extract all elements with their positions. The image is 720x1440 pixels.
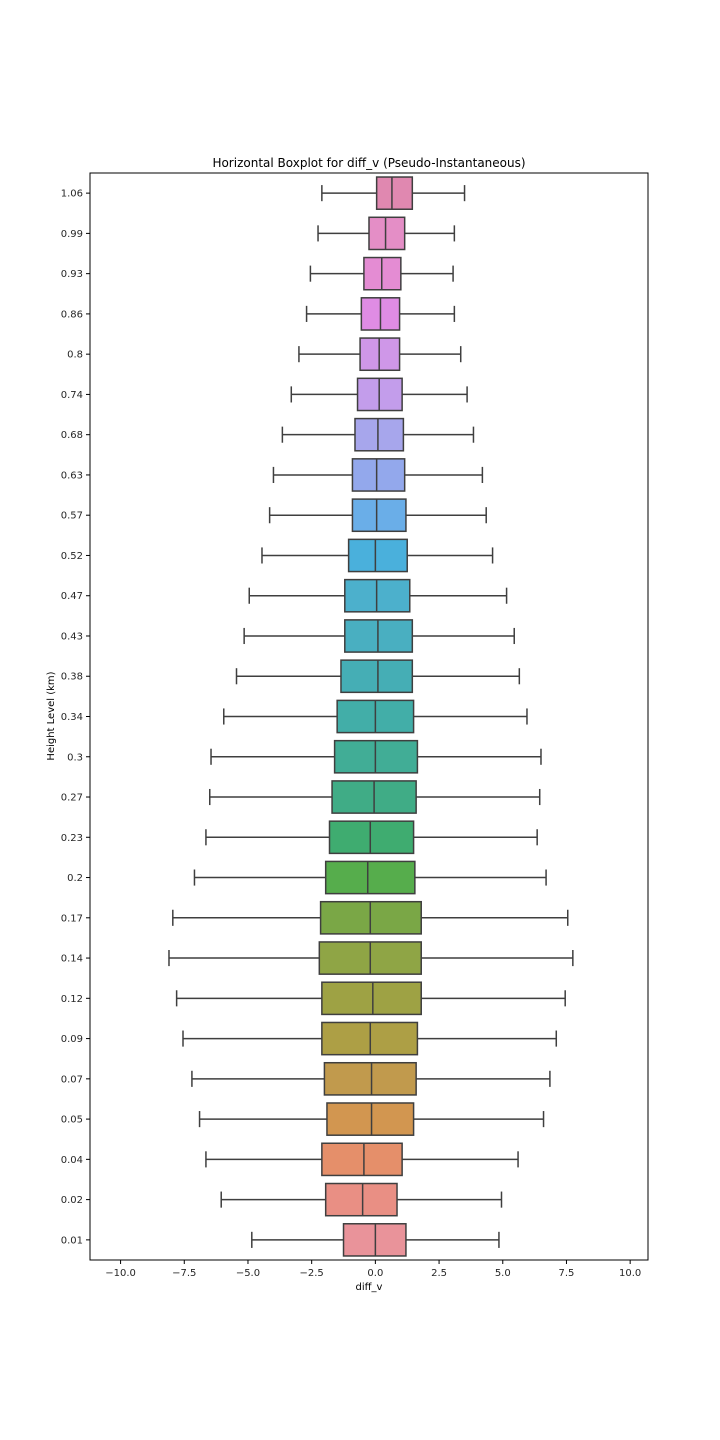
box bbox=[324, 860, 416, 895]
box-group bbox=[248, 578, 508, 613]
x-tick-label: 0.0 bbox=[367, 1268, 383, 1279]
box-group bbox=[191, 1061, 551, 1096]
x-ticks: −10.0 −7.5 −5.0 −2.5 0.0 2.5 5.0 7.5 10.0 bbox=[105, 1260, 641, 1279]
box-group bbox=[298, 337, 462, 372]
y-axis-label: Height Level (km) bbox=[46, 671, 57, 760]
box-group bbox=[281, 417, 475, 452]
y-tick-label: 0.8 bbox=[67, 350, 83, 361]
box bbox=[323, 1061, 417, 1096]
chart-title: Horizontal Boxplot for diff_v (Pseudo-In… bbox=[212, 156, 525, 170]
box-group bbox=[268, 498, 487, 533]
y-tick-label: 0.34 bbox=[61, 712, 83, 723]
box-group bbox=[261, 538, 494, 573]
y-tick-label: 0.38 bbox=[61, 672, 83, 683]
box-group bbox=[172, 900, 569, 935]
y-tick-label: 0.17 bbox=[61, 913, 83, 924]
y-tick-label: 0.57 bbox=[61, 511, 83, 522]
box bbox=[324, 1182, 398, 1217]
box bbox=[368, 216, 406, 251]
box bbox=[328, 820, 415, 855]
y-tick-label: 0.14 bbox=[61, 954, 83, 965]
x-tick-label: 7.5 bbox=[559, 1268, 575, 1279]
y-tick-label: 0.86 bbox=[61, 309, 83, 320]
box bbox=[340, 659, 414, 694]
box bbox=[326, 1102, 415, 1136]
boxes-layer bbox=[168, 176, 574, 1257]
box-group bbox=[305, 297, 456, 331]
y-tick-label: 0.27 bbox=[61, 793, 83, 804]
x-axis-label: diff_v bbox=[356, 1282, 383, 1293]
box-group bbox=[251, 1223, 500, 1257]
x-tick-label: −7.5 bbox=[172, 1268, 196, 1279]
x-tick-label: 2.5 bbox=[431, 1268, 447, 1279]
y-tick-label: 1.06 bbox=[61, 189, 83, 200]
box bbox=[351, 498, 407, 533]
box-group bbox=[175, 981, 566, 1016]
box-group bbox=[272, 458, 484, 492]
y-tick-label: 0.23 bbox=[61, 833, 83, 844]
y-tick-label: 0.02 bbox=[61, 1195, 83, 1206]
box-group bbox=[220, 1182, 503, 1217]
box bbox=[321, 981, 422, 1016]
y-tick-label: 0.99 bbox=[61, 229, 83, 240]
box-group bbox=[209, 780, 541, 814]
box-group bbox=[205, 1142, 519, 1177]
x-tick-label: 10.0 bbox=[619, 1268, 641, 1279]
y-tick-label: 0.3 bbox=[67, 752, 83, 763]
box bbox=[351, 458, 406, 492]
y-tick-label: 0.2 bbox=[67, 873, 83, 884]
y-tick-label: 0.68 bbox=[61, 430, 83, 441]
box-group bbox=[205, 820, 538, 855]
box-group bbox=[243, 619, 515, 653]
y-tick-label: 0.47 bbox=[61, 591, 83, 602]
box-group bbox=[317, 216, 456, 251]
box-group bbox=[182, 1021, 558, 1056]
y-tick-label: 0.04 bbox=[61, 1155, 83, 1166]
box-group bbox=[223, 699, 528, 734]
x-tick-label: −5.0 bbox=[236, 1268, 260, 1279]
y-tick-label: 0.74 bbox=[61, 390, 83, 401]
y-ticks: 1.06 0.99 0.93 0.86 0.8 0.74 0.68 0.63 0.57 0.52 0… bbox=[61, 189, 90, 1246]
x-tick-label: −10.0 bbox=[105, 1268, 136, 1279]
y-tick-label: 0.63 bbox=[61, 470, 83, 481]
y-tick-label: 0.12 bbox=[61, 994, 83, 1005]
box-group bbox=[210, 739, 542, 774]
y-tick-label: 0.09 bbox=[61, 1034, 83, 1045]
box-group bbox=[235, 659, 521, 694]
x-tick-label: 5.0 bbox=[495, 1268, 511, 1279]
box-group bbox=[198, 1102, 545, 1136]
box bbox=[354, 417, 405, 452]
box-group bbox=[290, 377, 468, 412]
y-tick-label: 0.05 bbox=[61, 1115, 83, 1126]
y-tick-label: 0.52 bbox=[61, 551, 83, 562]
y-tick-label: 0.43 bbox=[61, 631, 83, 642]
y-tick-label: 0.01 bbox=[61, 1235, 83, 1246]
box-group bbox=[321, 176, 466, 210]
x-tick-label: −2.5 bbox=[300, 1268, 324, 1279]
box bbox=[321, 1142, 403, 1177]
box-group bbox=[193, 860, 547, 895]
box bbox=[347, 538, 408, 573]
box bbox=[375, 176, 414, 210]
y-tick-label: 0.07 bbox=[61, 1074, 83, 1085]
box-group bbox=[168, 941, 574, 975]
y-tick-label: 0.93 bbox=[61, 269, 83, 280]
box-group bbox=[309, 256, 454, 291]
